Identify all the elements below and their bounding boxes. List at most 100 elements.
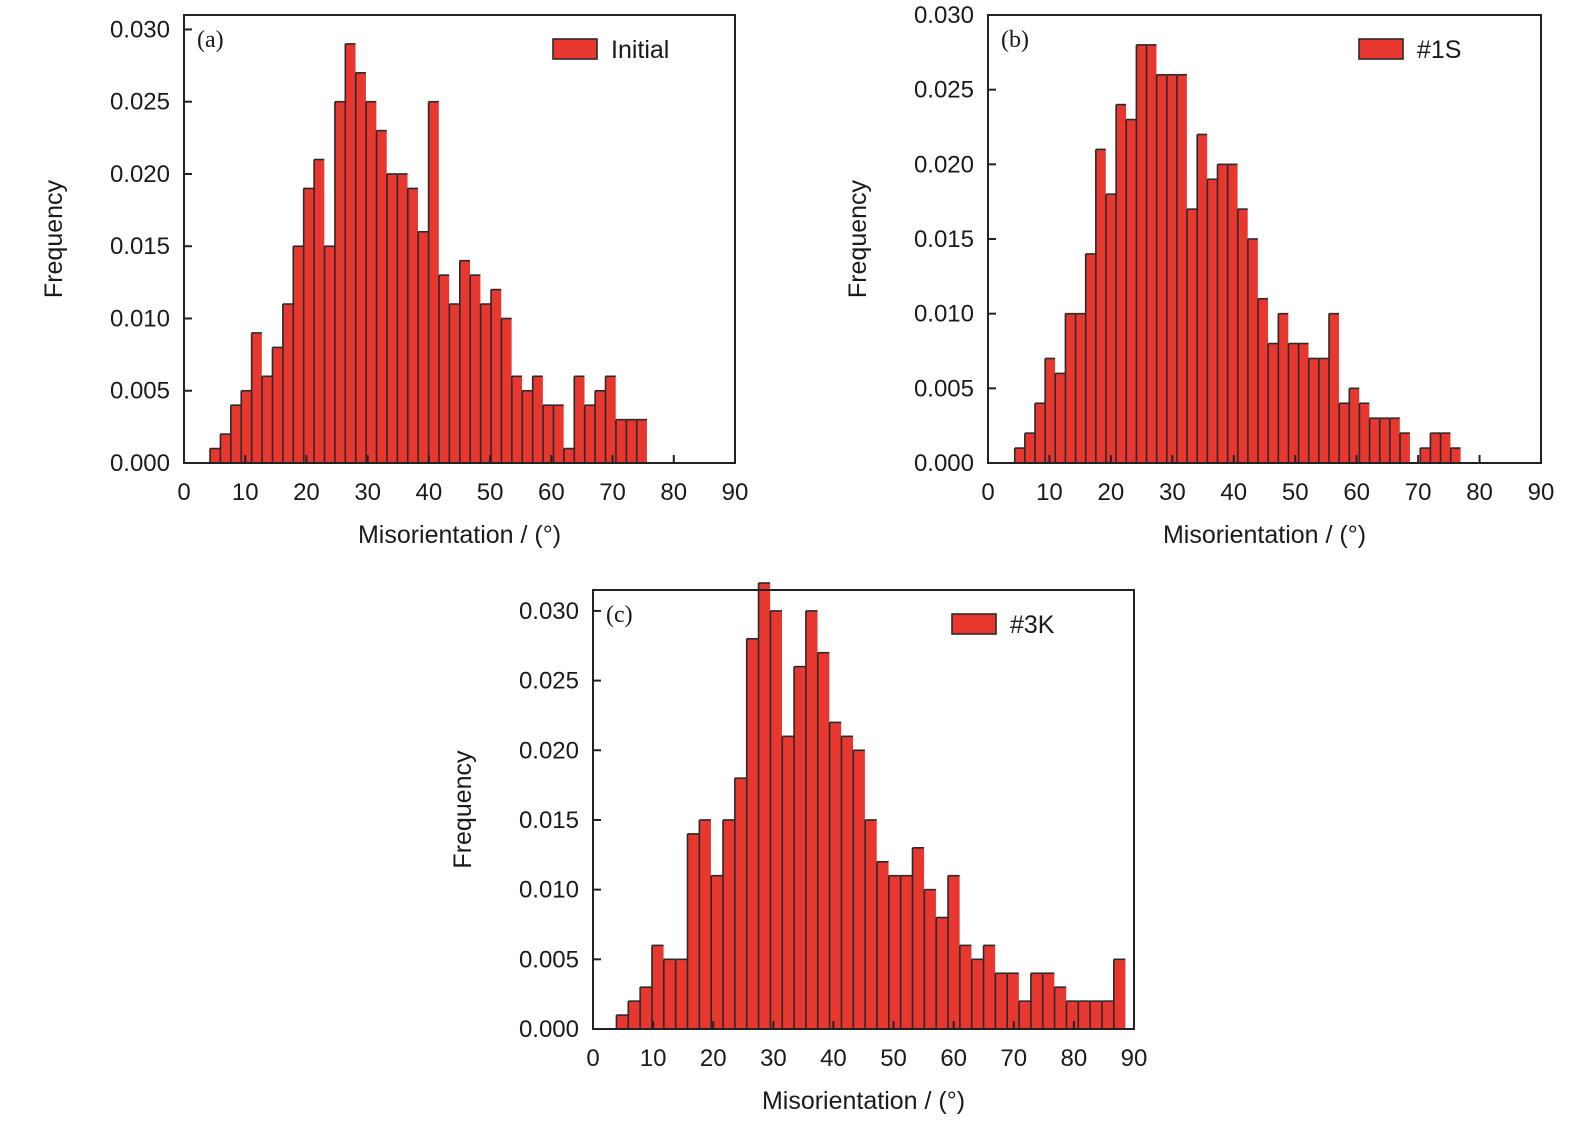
bar <box>636 419 647 463</box>
bar <box>303 188 314 463</box>
x-tick-label: 0 <box>177 479 190 506</box>
bar <box>1014 448 1025 463</box>
bar <box>1227 164 1238 464</box>
x-tick-label: 10 <box>232 479 259 506</box>
bar <box>230 405 242 463</box>
x-tick-label: 30 <box>354 479 381 506</box>
bar <box>876 861 889 1029</box>
bar <box>640 987 652 1029</box>
bar <box>1268 343 1279 463</box>
bar <box>1054 987 1067 1029</box>
bar <box>1055 373 1066 463</box>
y-tick-label: 0.015 <box>519 807 579 834</box>
bar <box>1146 44 1157 463</box>
bar <box>1066 1001 1079 1029</box>
bar <box>501 318 512 463</box>
x-tick-label: 40 <box>820 1045 847 1072</box>
y-tick-label: 0.030 <box>110 16 170 43</box>
bar <box>553 405 564 463</box>
bar <box>746 638 759 1029</box>
bar <box>324 246 335 463</box>
y-tick-label: 0.030 <box>519 598 579 625</box>
bar <box>438 275 450 463</box>
bar <box>563 448 575 463</box>
x-tick-label: 80 <box>1061 1045 1088 1072</box>
bar <box>334 101 346 463</box>
bar <box>1113 959 1126 1029</box>
bar <box>251 332 262 463</box>
bar <box>1399 433 1410 463</box>
bar <box>936 917 948 1029</box>
bar <box>734 778 747 1029</box>
bar-series <box>615 582 1126 1029</box>
bar <box>210 448 221 463</box>
bar <box>314 159 325 464</box>
bar <box>1176 74 1187 463</box>
bar <box>628 1001 640 1029</box>
bar <box>532 376 543 463</box>
x-tick-label: 90 <box>1121 1045 1148 1072</box>
bar <box>983 945 996 1029</box>
bar <box>459 260 471 463</box>
y-tick-label: 0.025 <box>110 89 170 116</box>
bar <box>511 376 523 463</box>
bar <box>616 1015 629 1029</box>
bar <box>900 875 913 1029</box>
bar-series <box>1013 44 1461 464</box>
bar <box>386 173 398 463</box>
bar <box>428 101 439 463</box>
x-tick-label: 10 <box>640 1045 667 1072</box>
x-axis-title: Misorientation / (°) <box>1163 521 1366 549</box>
bar <box>1042 973 1055 1029</box>
chart-panel-a: 0 10 20 30 40 50 60 70 80 90 0.000 0.005 0.010 0.015 0… <box>40 14 748 549</box>
bar <box>397 173 408 463</box>
x-tick-label: 70 <box>599 479 626 506</box>
panel-label: (a) <box>197 27 224 53</box>
x-tick-label: 60 <box>1343 479 1370 506</box>
bar <box>543 405 554 463</box>
y-tick-label: 0.020 <box>519 737 579 764</box>
bar <box>522 390 533 463</box>
bar <box>723 819 735 1029</box>
bar <box>1288 343 1299 463</box>
legend-swatch <box>552 38 598 60</box>
x-tick-label: 50 <box>1282 479 1309 506</box>
x-tick-label: 20 <box>700 1045 727 1072</box>
bar <box>1095 149 1106 463</box>
x-tick-label: 20 <box>1098 479 1125 506</box>
bar <box>272 347 283 463</box>
bar <box>491 289 502 463</box>
bar <box>407 188 418 463</box>
chart-panel-b: 0 10 20 30 40 50 60 70 80 90 0.000 0.005 0.010 0.015 0… <box>844 2 1554 549</box>
bar <box>675 959 688 1029</box>
bar <box>794 666 806 1029</box>
bar <box>1430 433 1441 463</box>
bar <box>449 304 460 463</box>
legend-label: #1S <box>1417 36 1461 64</box>
bar <box>626 419 637 463</box>
x-axis-title: Misorientation / (°) <box>358 521 561 549</box>
y-tick-label: 0.000 <box>519 1016 579 1043</box>
bar <box>770 610 782 1029</box>
x-tick-label: 80 <box>1466 479 1493 506</box>
bar <box>1318 358 1329 463</box>
bar <box>1126 119 1137 464</box>
bar <box>758 583 771 1029</box>
y-tick-label: 0.025 <box>914 77 974 104</box>
legend-swatch <box>951 613 997 635</box>
y-tick-label: 0.030 <box>914 2 974 29</box>
bar <box>1187 209 1198 463</box>
y-tick-label: 0.020 <box>110 161 170 188</box>
legend-label: Initial <box>611 36 669 64</box>
bar <box>711 875 723 1029</box>
bar <box>1045 358 1056 463</box>
x-tick-label: 0 <box>586 1045 599 1072</box>
bar <box>1450 448 1461 463</box>
plot-frame <box>183 14 736 464</box>
bar <box>1237 209 1248 463</box>
bar <box>841 736 854 1029</box>
y-tick-label: 0.000 <box>914 450 974 477</box>
x-tick-label: 40 <box>416 479 443 506</box>
bar <box>888 875 901 1029</box>
